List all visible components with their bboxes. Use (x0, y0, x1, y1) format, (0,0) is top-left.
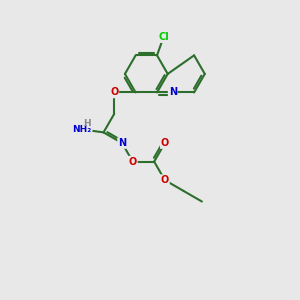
Text: Cl: Cl (158, 32, 169, 42)
Text: O: O (110, 87, 118, 98)
Text: H: H (83, 119, 91, 128)
Text: O: O (129, 157, 137, 166)
Text: NH₂: NH₂ (73, 125, 92, 134)
Text: N: N (118, 138, 126, 148)
Text: O: O (161, 138, 169, 148)
Text: O: O (161, 175, 169, 185)
Text: N: N (169, 87, 177, 98)
